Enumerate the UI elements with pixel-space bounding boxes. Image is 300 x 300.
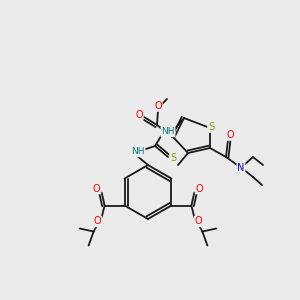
Text: S: S [208,122,214,132]
Text: NH: NH [131,148,145,157]
Text: O: O [196,184,203,194]
Text: N: N [237,163,245,173]
Text: O: O [135,110,143,120]
Text: NH: NH [161,128,175,136]
Text: O: O [195,217,202,226]
Text: O: O [93,184,101,194]
Text: O: O [226,130,234,140]
Text: O: O [94,217,101,226]
Text: S: S [170,153,176,163]
Text: O: O [154,101,162,111]
